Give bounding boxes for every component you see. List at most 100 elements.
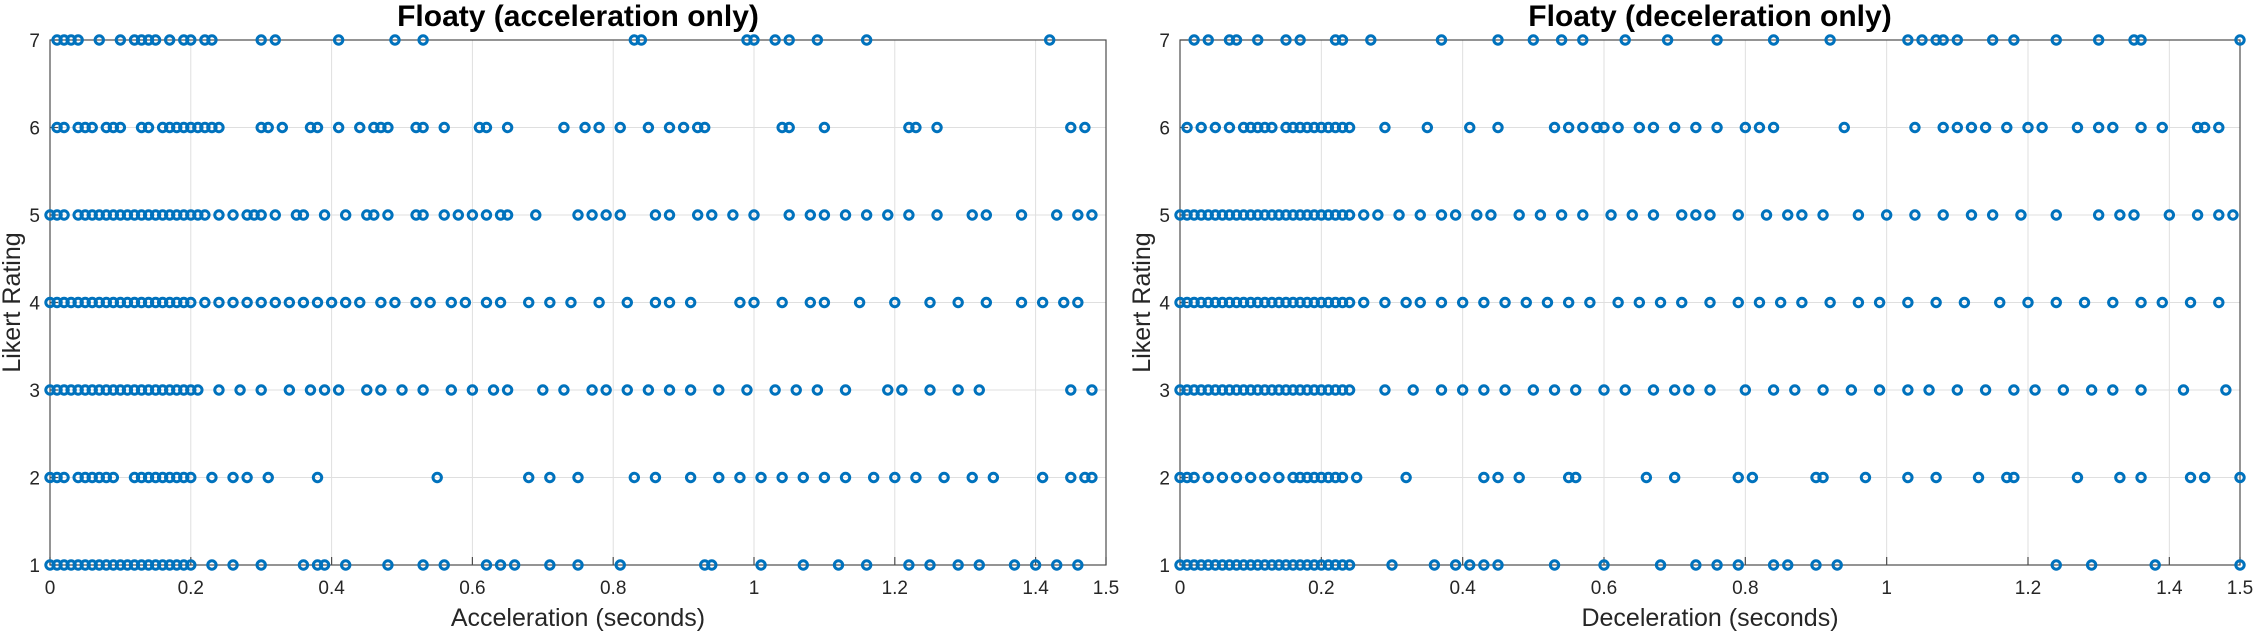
chart-1-data-point xyxy=(283,384,296,396)
chart-1-data-point xyxy=(748,209,760,221)
chart-1-data-point xyxy=(931,121,943,134)
chart-1-data-point xyxy=(213,209,225,221)
chart-2-data-point xyxy=(1704,209,1716,221)
chart-2-data-point xyxy=(1683,384,1695,396)
chart-2-data-point xyxy=(1365,34,1377,46)
chart-1-data-point xyxy=(93,34,105,46)
chart-1-data-point xyxy=(860,559,873,571)
chart-1-data-point xyxy=(797,471,809,484)
chart-2-data-point xyxy=(1789,384,1801,396)
chart-2-data-point xyxy=(1230,471,1243,484)
chart-1-data-point xyxy=(480,559,493,571)
chart-1-data-point xyxy=(769,384,781,396)
chart-2-data-point xyxy=(1562,121,1575,134)
chart-1-xlabel: Acceleration (seconds) xyxy=(451,604,705,631)
chart-2-data-point xyxy=(1951,121,1964,134)
chart-2-data-point xyxy=(1732,209,1744,221)
chart-1-data-point xyxy=(980,296,993,309)
chart-2-data-point xyxy=(1732,559,1744,571)
chart-1-data-point xyxy=(889,296,901,309)
chart-2-data-point xyxy=(2163,209,2176,221)
chart-2-data-point xyxy=(2107,296,2119,309)
chart-2-data-point xyxy=(1464,559,1476,571)
chart-2-data-point xyxy=(2135,121,2147,134)
chart-1-data-point xyxy=(206,34,218,46)
chart-1-data-point xyxy=(572,471,584,484)
chart-2-data-point xyxy=(1704,384,1716,396)
chart-1-data-point xyxy=(213,296,225,309)
chart-2-data-point xyxy=(2057,384,2070,396)
chart-2-data-point xyxy=(2128,209,2140,221)
chart-1-data-point xyxy=(389,34,401,46)
chart-2-data-point xyxy=(1661,34,1674,46)
chart-2-data-point xyxy=(1492,34,1504,46)
chart-1-data-point xyxy=(635,34,648,46)
chart-1-data-point xyxy=(1015,209,1028,221)
chart-2-data-point xyxy=(1838,121,1850,134)
chart-2-data-point xyxy=(2022,296,2034,309)
chart-1-data-point xyxy=(114,34,127,46)
chart-1-data-point xyxy=(1079,121,1091,134)
chart-2-data-point xyxy=(1958,296,1971,309)
chart-1-ytick-label: 7 xyxy=(29,31,40,52)
chart-1-data-point xyxy=(1015,296,1028,309)
chart-1-data-point xyxy=(727,209,739,221)
chart-2-data-point xyxy=(1343,559,1356,571)
chart-2-data-point xyxy=(2234,471,2246,484)
chart-2-data-point xyxy=(1598,559,1610,571)
chart-2-data-point xyxy=(1796,296,1808,309)
chart-2-data-point xyxy=(1294,34,1306,46)
chart-1-data-point xyxy=(1058,296,1070,309)
chart-2-data-point xyxy=(1336,34,1349,46)
chart-1-data-point xyxy=(1051,559,1063,571)
chart-1-data-point xyxy=(1036,471,1049,484)
chart-1-data-point xyxy=(882,384,894,396)
chart-2-data-point xyxy=(1859,471,1872,484)
chart-2-data-point xyxy=(1774,296,1787,309)
chart-2-xlabel: Deceleration (seconds) xyxy=(1581,604,1838,631)
chart-2-data-point xyxy=(1527,384,1540,396)
chart-1-data-point xyxy=(684,471,697,484)
chart-1-data-point xyxy=(952,559,964,571)
chart-1-data-point xyxy=(431,471,443,484)
chart-1-data-point xyxy=(417,121,429,134)
chart-2-data-point xyxy=(1230,34,1243,46)
chart-2-data-point xyxy=(1372,209,1384,221)
chart-2-data-point xyxy=(1598,121,1610,134)
chart-2-data-point xyxy=(2184,296,2197,309)
chart-1-data-point xyxy=(600,384,612,396)
chart-2-data-point xyxy=(2071,471,2084,484)
chart-1-data-point xyxy=(185,296,197,309)
chart-2-points xyxy=(1174,34,2246,571)
chart-1-data-point xyxy=(699,121,711,134)
chart-1-data-point xyxy=(818,209,831,221)
chart-2-data-point xyxy=(2015,209,2027,221)
chart-1-data-point xyxy=(1072,296,1084,309)
chart-2-xtick-label: 1 xyxy=(1881,578,1892,599)
chart-2-xtick-label: 0.4 xyxy=(1449,578,1476,599)
chart-1-ytick-label: 2 xyxy=(29,469,40,490)
chart-1-data-point xyxy=(445,296,457,309)
chart-1-points xyxy=(44,34,1098,571)
chart-1-data-point xyxy=(523,471,535,484)
chart-2-data-point xyxy=(1478,384,1490,396)
chart-1-data-point xyxy=(649,209,662,221)
chart-1-data-point xyxy=(297,209,310,221)
chart-2-data-point xyxy=(2198,471,2211,484)
chart-1-ytick-label: 3 xyxy=(29,381,40,402)
chart-1-data-point xyxy=(417,384,429,396)
chart-2-data-point xyxy=(1492,559,1504,571)
chart-2-ytick-label: 5 xyxy=(1159,206,1170,227)
chart-1-data-point xyxy=(818,296,831,309)
chart-1-data-point xyxy=(445,384,457,396)
chart-2-data-point xyxy=(1760,209,1773,221)
chart-1-data-point xyxy=(628,471,641,484)
chart-1-data-point xyxy=(572,209,584,221)
chart-2-data-point xyxy=(2008,34,2020,46)
chart-2-data-point xyxy=(1202,34,1214,46)
chart-1-data-point xyxy=(931,209,943,221)
chart-1-data-point xyxy=(586,384,598,396)
chart-2-data-point xyxy=(1767,384,1780,396)
chart-1-data-point xyxy=(354,121,366,134)
chart-1-data-point xyxy=(276,121,289,134)
